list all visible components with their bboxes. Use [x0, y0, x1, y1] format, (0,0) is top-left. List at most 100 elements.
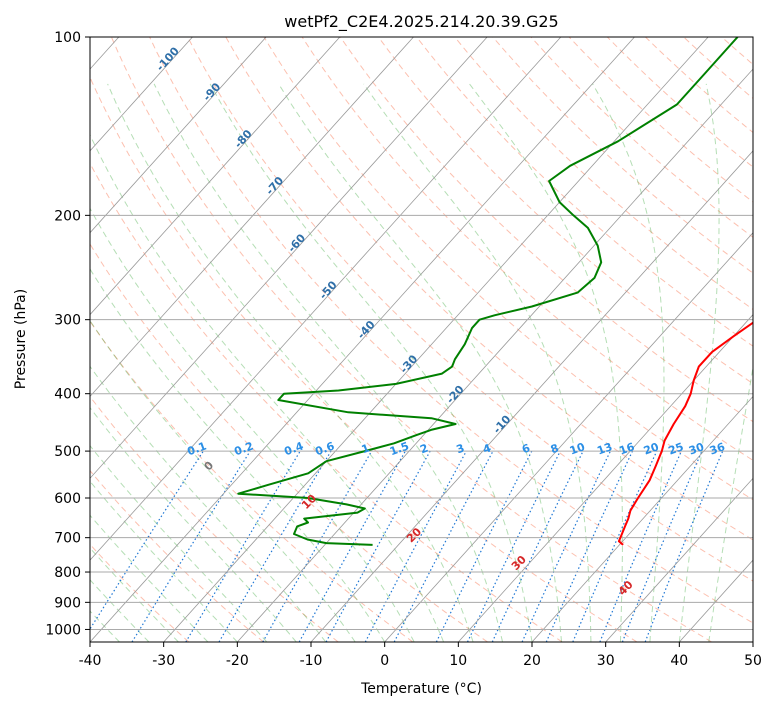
- moist-adiabat-line: [90, 406, 297, 642]
- dry-adiabat-line: [90, 320, 414, 642]
- x-axis-label: Temperature (°C): [360, 681, 482, 697]
- moist-adiabat-line: [278, 83, 562, 642]
- y-tick-label: 800: [54, 565, 81, 581]
- mixing-ratio-label: 16: [617, 440, 636, 458]
- mixing-ratio-line: [298, 450, 406, 642]
- y-tick-label: 100: [54, 30, 81, 46]
- dry-adiabat-line: [90, 162, 563, 642]
- moist-adiabat-line: [708, 364, 753, 642]
- moist-adiabat-line: [592, 83, 665, 642]
- mixing-ratio-label: 3: [455, 441, 467, 456]
- isotherm-line: [605, 477, 753, 642]
- mixing-ratio-label: 8: [549, 441, 561, 456]
- dry-adiabat-line: [187, 37, 753, 582]
- mixing-ratio-label: 0.6: [313, 439, 336, 458]
- dry-adiabat-line: [606, 37, 753, 168]
- y-tick-label: 600: [54, 491, 81, 507]
- mixing-ratio-label: 10: [568, 440, 587, 458]
- mixing-ratio-line: [131, 450, 251, 642]
- plot-background: [90, 37, 753, 642]
- moist-adiabat-line: [90, 480, 238, 642]
- isotherm-line: [163, 37, 709, 642]
- dry-adiabat-line: [90, 76, 638, 642]
- isotherm-line: [90, 37, 488, 479]
- mixing-ratio-line: [466, 450, 561, 642]
- isotherm-line: [90, 37, 267, 234]
- isotherm-line: [237, 68, 753, 642]
- x-tick-label: 40: [670, 653, 688, 669]
- mixing-ratio-label: 0.2: [232, 439, 255, 458]
- mixing-ratio-line: [185, 450, 301, 642]
- mixing-ratio-label: 0.1: [186, 439, 209, 458]
- mixing-ratio-line: [325, 450, 431, 642]
- x-tick-label: 50: [744, 653, 762, 669]
- x-tick-label: -40: [79, 653, 102, 669]
- mixing-ratio-label: 1.5: [388, 439, 411, 458]
- dry-adiabat-line: [377, 37, 753, 385]
- mixing-ratio-line: [599, 450, 682, 642]
- isotherm-line: [90, 37, 341, 316]
- chart-title: wetPf2_C2E4.2025.214.20.39.G25: [284, 12, 558, 32]
- dry-adiabat-line: [149, 37, 753, 624]
- x-tick-label: 10: [449, 653, 467, 669]
- isotherm-line: [90, 37, 635, 642]
- mixing-ratio-label: 0.4: [283, 439, 306, 458]
- isotherm-line: [531, 395, 753, 642]
- y-tick-label: 700: [54, 531, 81, 547]
- isotherm-line: [90, 37, 562, 561]
- mixing-ratio-label: 2: [418, 441, 430, 456]
- dry-adiabat-line: [110, 37, 712, 642]
- mixing-ratio-label: 25: [667, 440, 686, 457]
- x-tick-label: -30: [152, 653, 175, 669]
- y-tick-label: 900: [54, 595, 81, 611]
- dry-adiabat-line: [225, 37, 753, 541]
- x-tick-label: -10: [300, 653, 323, 669]
- moist-adiabat-line: [90, 444, 268, 642]
- x-tick-label: 20: [523, 653, 541, 669]
- y-axis-label: Pressure (hPa): [13, 289, 29, 389]
- mixing-ratio-label: 20: [642, 440, 661, 458]
- y-tick-label: 300: [54, 313, 81, 329]
- isotherm-line: [90, 37, 193, 152]
- mixing-ratio-line: [262, 450, 373, 642]
- temperature-trace: [617, 321, 753, 546]
- moist-adiabat-line: [678, 83, 720, 642]
- dry-adiabat-line: [263, 37, 753, 501]
- mixing-ratio-label: 36: [708, 440, 727, 458]
- dry-adiabat-line: [90, 243, 488, 642]
- moist-adiabat-line: [90, 365, 327, 642]
- plot-area: [90, 37, 753, 642]
- y-tick-label: 200: [54, 208, 81, 224]
- moist-adiabat-line: [153, 83, 503, 642]
- dry-adiabat-line: [454, 37, 753, 311]
- moist-adiabat-line: [90, 268, 386, 642]
- isotherm-line: [310, 150, 753, 642]
- mixing-ratio-label: 1: [360, 441, 372, 456]
- moist-adiabat-line: [209, 83, 533, 642]
- isotherm-line: [90, 37, 414, 398]
- mixing-ratio-label: 6: [520, 441, 532, 456]
- moist-adiabat-line: [107, 83, 474, 642]
- y-tick-label: 500: [54, 444, 81, 460]
- dewpoint-trace: [237, 37, 739, 546]
- moist-adiabat-line: [90, 133, 445, 642]
- y-tick-label: 1000: [45, 622, 81, 638]
- mixing-ratio-line: [621, 450, 703, 642]
- dry-adiabat-line: [416, 37, 753, 347]
- mixing-ratio-line: [218, 450, 332, 642]
- x-tick-label: 30: [597, 653, 615, 669]
- mixing-ratio-label: 4: [481, 441, 493, 456]
- mixing-ratio-line: [90, 450, 204, 631]
- mixing-ratio-line: [491, 450, 584, 642]
- mixing-ratio-label: 30: [687, 440, 706, 458]
- mixing-ratio-line: [545, 450, 634, 642]
- moist-adiabat-line: [469, 83, 623, 642]
- y-tick-label: 400: [54, 387, 81, 403]
- isotherm-line: [384, 232, 753, 642]
- axes: -40 -30 -20 -10 0 10 20 30 40 5010020030040050060…: [45, 30, 762, 669]
- plot-frame: [89, 36, 754, 643]
- dry-adiabat-line: [90, 395, 339, 642]
- x-tick-label: 0: [380, 653, 389, 669]
- mixing-ratio-line: [521, 450, 611, 642]
